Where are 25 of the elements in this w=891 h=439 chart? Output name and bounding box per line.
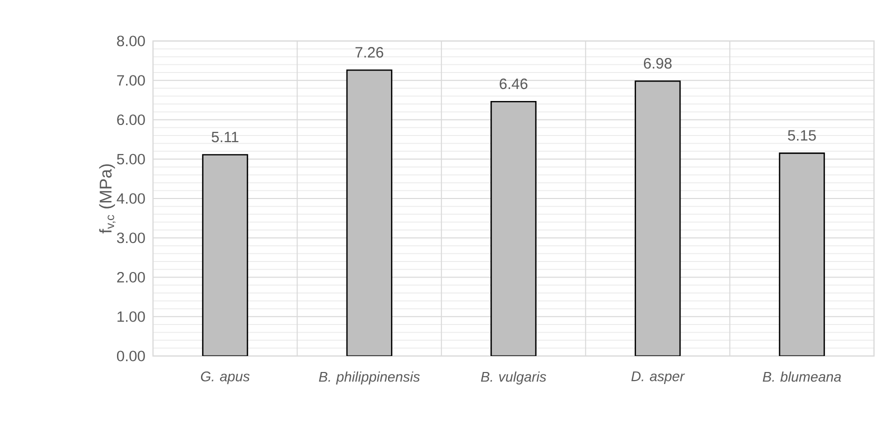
x-tick-label: B. blumeana (762, 372, 841, 382)
y-tick-label: 5.00 (117, 154, 145, 164)
y-axis-title: f$_{v,c}$ (MPa) (99, 164, 116, 234)
x-tick-label: B. philippinensis (318, 372, 420, 385)
bar (634, 80, 681, 356)
y-tick-label: 0.00 (116, 350, 145, 362)
y-tick-label: 2.00 (117, 272, 145, 283)
bar (346, 69, 392, 356)
data-label: 6.98 (644, 58, 672, 69)
data-label: 5.11 (212, 132, 238, 142)
y-tick-label: 7.00 (117, 75, 145, 86)
y-tick-label: 4.00 (116, 193, 145, 204)
y-tick-label: 3.00 (116, 232, 145, 244)
bar (778, 152, 825, 356)
y-tick-label: 6.00 (117, 114, 145, 126)
bar (490, 100, 537, 356)
x-tick-label: B. vulgaris (480, 372, 546, 385)
data-label: 7.26 (356, 47, 384, 58)
x-tick-label: G. apus (200, 371, 250, 384)
y-tick-label: 8.00 (117, 36, 145, 46)
x-tick-label: D. asper (631, 372, 685, 384)
data-label: 6.46 (500, 78, 528, 90)
bar (202, 154, 248, 356)
data-label: 5.15 (788, 130, 816, 141)
y-tick-label: 1.00 (118, 311, 145, 322)
